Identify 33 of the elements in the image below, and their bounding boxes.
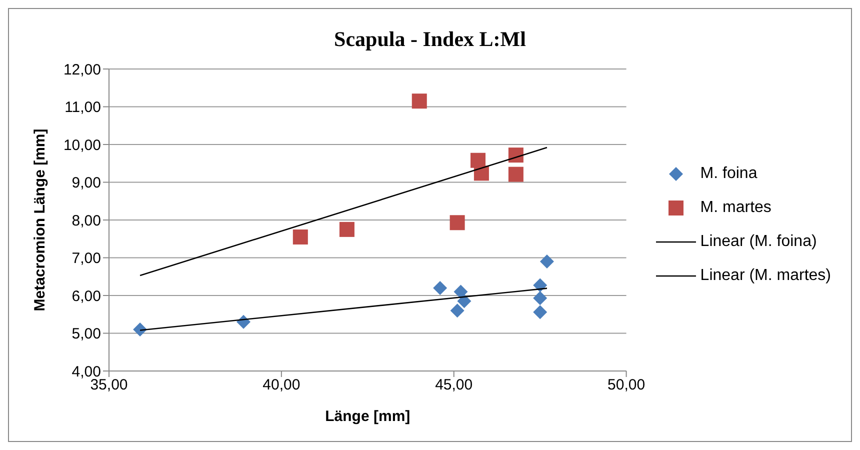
point bbox=[433, 280, 448, 295]
point bbox=[533, 291, 548, 306]
point bbox=[474, 166, 489, 181]
legend-label: M. foina bbox=[700, 165, 758, 183]
point bbox=[457, 294, 472, 308]
legend-label: Linear (M. martes) bbox=[700, 267, 831, 285]
y-tick-label: 7,00 bbox=[72, 250, 101, 268]
legend-label: M. martes bbox=[700, 199, 772, 217]
point bbox=[412, 94, 427, 109]
y-tick-label: 5,00 bbox=[72, 326, 101, 343]
y-axis-title: Metacromion Länge [mm] bbox=[31, 128, 48, 312]
point bbox=[533, 305, 548, 320]
point bbox=[292, 229, 308, 244]
point bbox=[454, 284, 468, 299]
point bbox=[133, 322, 148, 336]
legend-label: Linear (M. foina) bbox=[700, 233, 817, 251]
point bbox=[450, 304, 464, 318]
x-tick-label: 45,00 bbox=[435, 376, 473, 394]
y-tick-label: 9,00 bbox=[72, 174, 101, 192]
y-tick-label: 6,00 bbox=[72, 288, 101, 305]
chart-title: Scapula - Index L:Ml bbox=[333, 27, 527, 52]
y-tick-label: 8,00 bbox=[72, 212, 101, 230]
y-tick-label: 11,00 bbox=[64, 99, 101, 116]
x-tick-label: 40,00 bbox=[262, 376, 300, 394]
point bbox=[508, 166, 524, 182]
y-tick-label: 10,00 bbox=[63, 136, 101, 154]
y-tick-label: 12,00 bbox=[63, 61, 101, 78]
point bbox=[339, 222, 354, 237]
point bbox=[508, 148, 524, 163]
x-axis-title: Länge [mm] bbox=[325, 408, 410, 425]
point bbox=[540, 254, 554, 269]
x-tick-label: 50,00 bbox=[608, 376, 646, 394]
point bbox=[450, 215, 465, 230]
